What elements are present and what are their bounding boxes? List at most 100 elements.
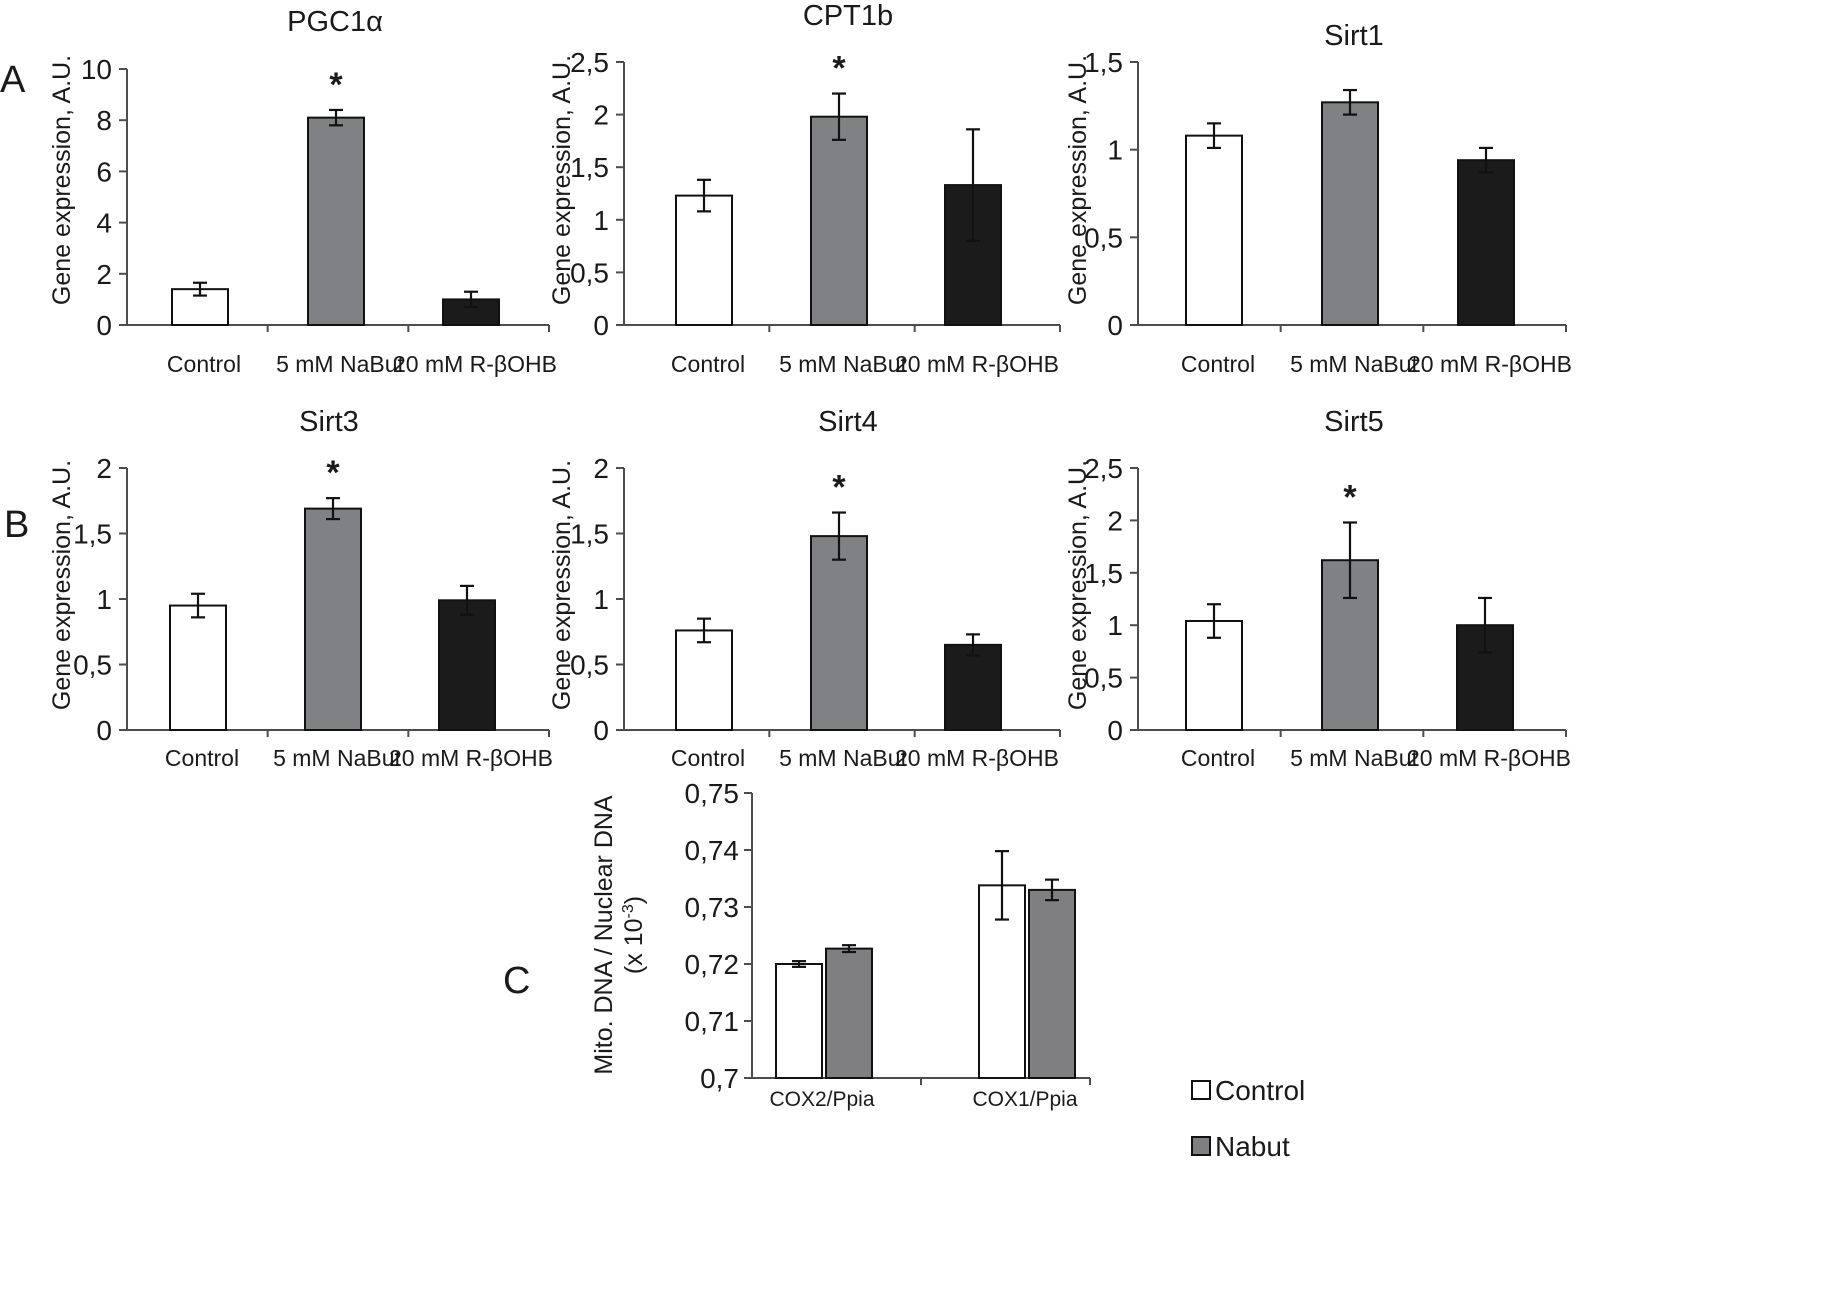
y-tick-label: 2: [593, 100, 609, 131]
chart-title: Sirt1: [1324, 20, 1384, 52]
y-axis-label: Gene expression, A.U.: [48, 460, 76, 710]
y-axis-label: Gene expression, A.U.: [1064, 55, 1092, 305]
bar-1: [169, 604, 227, 731]
x-category-label: COX2/Ppia: [769, 1088, 874, 1111]
x-category-label: 5 mM NaBut: [1290, 745, 1418, 771]
panel-label-b: B: [4, 504, 29, 546]
y-tick-label: 0,75: [685, 778, 740, 809]
x-category-label: 5 mM NaBut: [273, 745, 401, 771]
y-tick-label: 0,73: [685, 892, 740, 923]
units-close: ): [620, 896, 648, 904]
bar-3: [438, 599, 496, 731]
y-tick-label: 0,5: [1084, 222, 1123, 253]
y-axis-label: Gene expression, A.U.: [548, 460, 576, 710]
x-category-label: Control: [671, 351, 745, 377]
x-category-label: 20 mM R-βOHB: [393, 351, 557, 377]
y-tick-label: 2: [96, 259, 112, 290]
x-category-label: 20 mM R-βOHB: [1408, 351, 1572, 377]
bar-control-1: [775, 963, 823, 1079]
y-tick-label: 2,5: [570, 47, 609, 78]
y-tick-label: 0: [96, 715, 112, 746]
y-tick-label: 1,5: [1084, 558, 1123, 589]
y-tick-label: 0: [593, 310, 609, 341]
y-tick-label: 0,5: [570, 257, 609, 288]
chart-title: Sirt4: [818, 406, 878, 438]
x-category-label: Control: [165, 745, 239, 771]
y-tick-label: 8: [96, 105, 112, 136]
chart-title: PGC1α: [287, 6, 383, 38]
x-category-label: Control: [1181, 351, 1255, 377]
y-tick-label: 2: [96, 453, 112, 484]
bar-1: [1185, 134, 1243, 326]
y-axis-label: Gene expression, A.U.: [48, 55, 76, 305]
chart-panel-2: CPT1b Gene expression, A.U. 0 0,5 1 1,5 2 2,5 Co…: [548, 0, 1061, 377]
chart-panel-3: Sirt1 Gene expression, A.U. 0 0,5 1 1,5 Contro…: [1064, 20, 1572, 377]
significance-marker: *: [329, 66, 343, 104]
x-category-label: 20 mM R-βOHB: [1407, 745, 1571, 771]
y-tick-label: 0,74: [685, 835, 740, 866]
y-axis-label-units: (x 10-3): [620, 896, 648, 974]
y-tick-label: 1,5: [73, 519, 112, 550]
chart-panel-6: Sirt5 Gene expression, A.U. 0 0,5 1 1,5 2 2,5 Co…: [1064, 406, 1571, 771]
y-tick-label: 6: [96, 156, 112, 187]
y-tick-label: 1: [1107, 135, 1123, 166]
legend-label-control: Control: [1215, 1075, 1305, 1106]
bar-1: [675, 194, 733, 326]
y-tick-label: 1,5: [570, 519, 609, 550]
x-category-label: 5 mM NaBut: [779, 745, 907, 771]
units-superscript: -3: [620, 904, 637, 918]
bar-2: [810, 535, 868, 731]
y-tick-label: 1: [593, 584, 609, 615]
chart-panel-c: 0,7 0,71 0,72 0,73 0,74 0,75 Mito. DNA / Nucle…: [590, 778, 1305, 1162]
legend-swatch-control: [1191, 1080, 1211, 1100]
y-tick-label: 0,5: [73, 650, 112, 681]
y-tick-label: 1,5: [1084, 47, 1123, 78]
bar-2: [1321, 101, 1379, 327]
bar-2: [304, 507, 362, 731]
y-tick-label: 0: [593, 715, 609, 746]
bar-3: [1457, 159, 1515, 326]
y-tick-label: 1: [1107, 610, 1123, 641]
y-tick-label: 0,71: [685, 1006, 740, 1037]
panel-label-c: C: [503, 960, 530, 1002]
legend-label-nabut: Nabut: [1215, 1131, 1290, 1162]
y-axis-label: Gene expression, A.U.: [1064, 460, 1092, 710]
bar-2: [307, 116, 365, 326]
significance-marker: *: [1343, 478, 1357, 516]
chart-panel-4: Sirt3 Gene expression, A.U. 0 0,5 1 1,5 2 Contr…: [48, 406, 553, 771]
y-axis-label: Mito. DNA / Nuclear DNA: [590, 795, 618, 1075]
chart-title: CPT1b: [803, 0, 893, 32]
legend-swatch-nabut: [1191, 1136, 1211, 1156]
significance-marker: *: [326, 454, 340, 492]
significance-marker: *: [832, 50, 846, 88]
bar-2: [810, 115, 868, 327]
x-category-label: Control: [1181, 745, 1255, 771]
x-category-label: 20 mM R-βOHB: [895, 745, 1059, 771]
chart-panel-1: PGC1α Gene expression, A.U. 0 2 4 6 8 10 Control…: [48, 6, 557, 377]
y-axis-label: Gene expression, A.U.: [548, 55, 576, 305]
chart-panel-5: Sirt4 Gene expression, A.U. 0 0,5 1 1,5 2 Contr…: [548, 406, 1061, 771]
y-tick-label: 0: [96, 310, 112, 341]
y-tick-label: 2: [593, 453, 609, 484]
y-tick-label: 1,5: [570, 152, 609, 183]
y-tick-label: 0,5: [570, 650, 609, 681]
x-category-label: 5 mM NaBut: [779, 351, 907, 377]
x-category-label: Control: [671, 745, 745, 771]
bar-nabut-2: [1028, 888, 1076, 1080]
x-category-label: Control: [167, 351, 241, 377]
bar-nabut-1: [825, 947, 873, 1079]
y-tick-label: 0,7: [700, 1063, 739, 1094]
bar-1: [675, 629, 733, 731]
panel-label-a: A: [0, 59, 26, 101]
y-tick-label: 0,5: [1084, 663, 1123, 694]
x-category-label: 20 mM R-βOHB: [389, 745, 553, 771]
y-tick-label: 1: [593, 205, 609, 236]
bar-1: [1185, 620, 1243, 731]
chart-title: Sirt5: [1324, 406, 1384, 438]
x-category-label: 5 mM NaBut: [276, 351, 404, 377]
y-tick-label: 0: [1107, 310, 1123, 341]
bar-3: [442, 298, 500, 326]
y-tick-label: 0: [1107, 715, 1123, 746]
